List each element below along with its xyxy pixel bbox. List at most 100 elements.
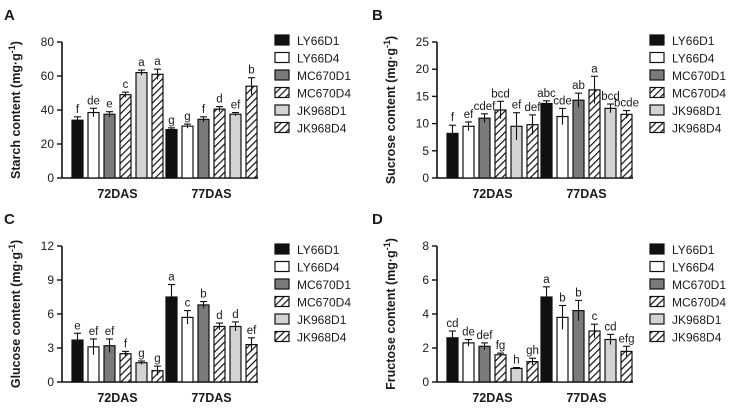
significance-letter: cde — [553, 95, 572, 107]
y-tick-label: 4 — [422, 307, 429, 321]
legend-label: MC670D1 — [297, 278, 351, 292]
legend-swatch — [274, 69, 290, 81]
legend-swatch — [649, 121, 665, 134]
bar — [494, 109, 507, 179]
significance-letter: c — [592, 311, 598, 323]
legend-label: LY66D4 — [672, 52, 715, 66]
bar — [620, 113, 633, 179]
bar — [462, 125, 475, 179]
legend-label: JK968D1 — [297, 104, 347, 118]
significance-letter: f — [451, 112, 455, 124]
significance-letter: a — [154, 56, 161, 68]
bar — [165, 296, 178, 383]
significance-letter: d — [232, 309, 238, 321]
legend-swatch — [274, 34, 290, 46]
legend-swatch — [274, 121, 290, 134]
legend-label: MC670D4 — [297, 296, 351, 310]
legend-swatch — [649, 295, 665, 308]
legend-label: LY66D1 — [672, 243, 715, 257]
bar — [540, 102, 553, 179]
significance-letter: bcde — [614, 98, 639, 110]
bar — [135, 71, 148, 179]
y-tick-label: 12 — [41, 239, 55, 253]
bar — [213, 108, 226, 179]
legend-label: JK968D1 — [672, 104, 722, 118]
legend-swatch — [274, 86, 290, 99]
bar — [229, 325, 242, 383]
legend-swatch — [274, 330, 290, 343]
panel-letter: B — [372, 7, 383, 24]
y-tick-label: 15 — [416, 89, 430, 103]
x-category-label: 72DAS — [472, 391, 512, 405]
legend-swatch — [274, 295, 290, 308]
bar — [229, 113, 242, 179]
y-tick-label: 40 — [41, 103, 55, 117]
bar — [197, 118, 210, 179]
significance-letter: h — [513, 355, 519, 367]
y-tick-label: 0 — [422, 171, 429, 185]
significance-letter: g — [138, 348, 144, 360]
significance-letter: e — [106, 99, 112, 111]
legend: LY66D1 LY66D4 MC670D1 MC670D4 JK968D1 JK968D4 — [649, 34, 726, 136]
significance-letter: ef — [464, 109, 474, 121]
significance-letter: f — [124, 338, 128, 350]
significance-letter: c — [123, 79, 129, 91]
significance-letter: cdef — [474, 101, 497, 113]
significance-letter: def — [477, 330, 494, 342]
significance-letter: f — [202, 104, 206, 116]
significance-letter: cd — [446, 318, 458, 330]
legend-label: LY66D4 — [297, 52, 340, 66]
legend-label: LY66D1 — [297, 243, 340, 257]
legend-label: JK968D1 — [297, 313, 347, 327]
y-tick-label: 6 — [422, 273, 429, 287]
significance-letter: a — [138, 57, 145, 69]
legend-swatch — [649, 104, 665, 116]
bar — [119, 353, 132, 383]
legend-label: MC670D1 — [672, 69, 726, 83]
legend-label: LY66D4 — [297, 261, 340, 275]
y-tick-label: 6 — [47, 307, 54, 321]
significance-letter: b — [200, 289, 206, 301]
y-tick-label: 0 — [47, 375, 54, 389]
y-axis-title: Starch content (mg·g-1) — [7, 41, 23, 179]
legend-swatch — [649, 313, 665, 325]
legend: LY66D1 LY66D4 MC670D1 MC670D4 JK968D1 JK968D4 — [649, 243, 726, 345]
bar — [119, 94, 132, 179]
significance-letter: c — [185, 298, 191, 310]
legend-swatch — [649, 69, 665, 81]
significance-letter: d — [216, 94, 222, 106]
y-tick-label: 20 — [416, 62, 430, 76]
significance-letter: gh — [526, 345, 539, 357]
significance-letter: abc — [537, 88, 556, 100]
legend: LY66D1 LY66D4 MC670D1 MC670D4 JK968D1 JK968D4 — [274, 243, 351, 345]
bar — [462, 342, 475, 383]
legend-swatch — [274, 243, 290, 255]
significance-letter: ef — [512, 100, 522, 112]
bar — [245, 85, 258, 179]
x-category-label: 72DAS — [472, 187, 512, 201]
legend-label: LY66D4 — [672, 261, 715, 275]
y-tick-label: 2 — [422, 341, 429, 355]
legend-label: JK968D4 — [672, 331, 722, 345]
bar — [510, 367, 523, 383]
significance-letter: b — [575, 287, 581, 299]
legend-swatch — [274, 260, 290, 273]
legend-label: JK968D4 — [672, 122, 722, 136]
legend-swatch — [649, 34, 665, 46]
significance-letter: ef — [247, 325, 257, 337]
legend-swatch — [649, 278, 665, 290]
bar — [213, 325, 226, 383]
bar — [197, 304, 210, 383]
legend-label: MC670D1 — [672, 278, 726, 292]
x-category-label: 72DAS — [97, 391, 137, 405]
y-axis-title: Glucose content (mg·g-1) — [7, 240, 23, 388]
y-tick-label: 25 — [416, 35, 430, 49]
y-tick-label: 5 — [422, 144, 429, 158]
y-tick-label: 0 — [47, 171, 54, 185]
bar — [478, 345, 491, 383]
y-tick-label: 9 — [47, 273, 54, 287]
bar — [151, 73, 164, 179]
